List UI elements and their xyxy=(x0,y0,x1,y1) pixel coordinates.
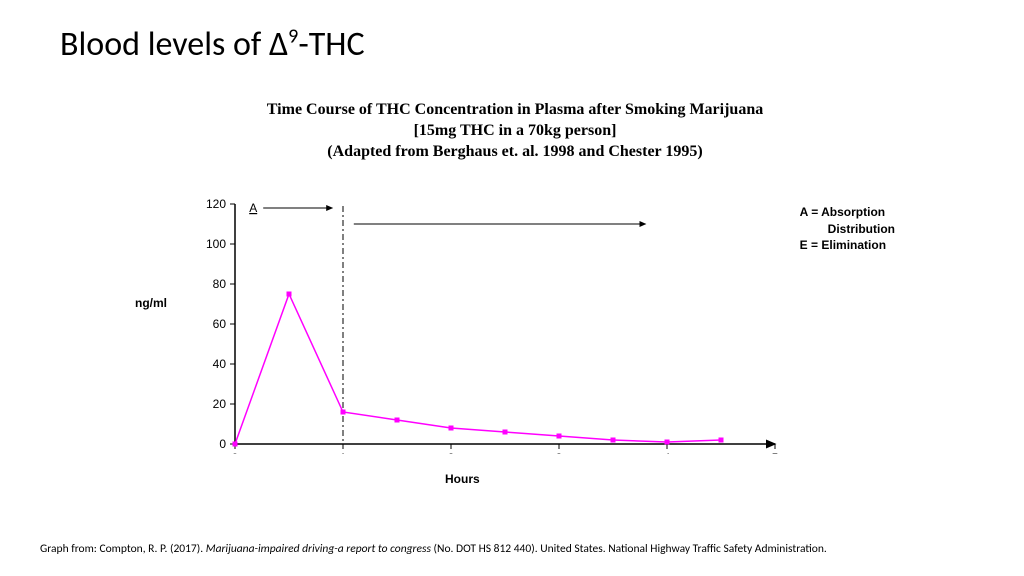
citation-suffix: (No. DOT HS 812 440). United States. Nat… xyxy=(434,542,827,556)
svg-text:A: A xyxy=(249,201,257,215)
citation-prefix: Graph from: Compton, R. P. (2017). xyxy=(40,542,206,556)
legend-line2: Distribution xyxy=(800,221,895,237)
svg-text:60: 60 xyxy=(213,317,227,331)
legend-line3: E = Elimination xyxy=(800,237,895,253)
chart-title-line3: (Adapted from Berghaus et. al. 1998 and … xyxy=(135,142,895,163)
legend-line1: A = Absorption xyxy=(800,204,895,220)
plot-svg: 0 20 40 60 80 100 120 0 1 2 3 4 5 A xyxy=(185,174,785,454)
chart-title-line2: [15mg THC in a 70kg person] xyxy=(135,121,895,142)
svg-text:1: 1 xyxy=(340,451,347,454)
svg-text:20: 20 xyxy=(213,397,227,411)
title-prefix: Blood levels of Δ xyxy=(60,24,288,65)
chart-title-line1: Time Course of THC Concentration in Plas… xyxy=(135,100,895,121)
chart-title: Time Course of THC Concentration in Plas… xyxy=(135,100,895,162)
slide-title: Blood levels of Δ9-THC xyxy=(60,24,365,65)
svg-text:0: 0 xyxy=(219,437,226,451)
title-sup: 9 xyxy=(288,25,298,49)
svg-text:4: 4 xyxy=(664,451,671,454)
svg-text:100: 100 xyxy=(206,237,226,251)
chart-container: Time Course of THC Concentration in Plas… xyxy=(135,100,895,454)
svg-text:40: 40 xyxy=(213,357,227,371)
svg-text:80: 80 xyxy=(213,277,227,291)
svg-text:2: 2 xyxy=(448,451,455,454)
y-axis-label: ng/ml xyxy=(135,296,167,310)
svg-text:120: 120 xyxy=(206,197,226,211)
citation-italic: Marijuana-impaired driving-a report to c… xyxy=(206,542,434,556)
title-suffix: -THC xyxy=(298,24,364,65)
chart-legend: A = Absorption Distribution E = Eliminat… xyxy=(800,204,895,253)
citation: Graph from: Compton, R. P. (2017). Marij… xyxy=(40,542,984,556)
svg-text:5: 5 xyxy=(772,451,779,454)
plot-area: ng/ml Hours A = Absorption Distribution … xyxy=(185,174,785,454)
svg-text:0: 0 xyxy=(232,451,239,454)
svg-text:3: 3 xyxy=(556,451,563,454)
x-axis-label: Hours xyxy=(445,472,480,486)
